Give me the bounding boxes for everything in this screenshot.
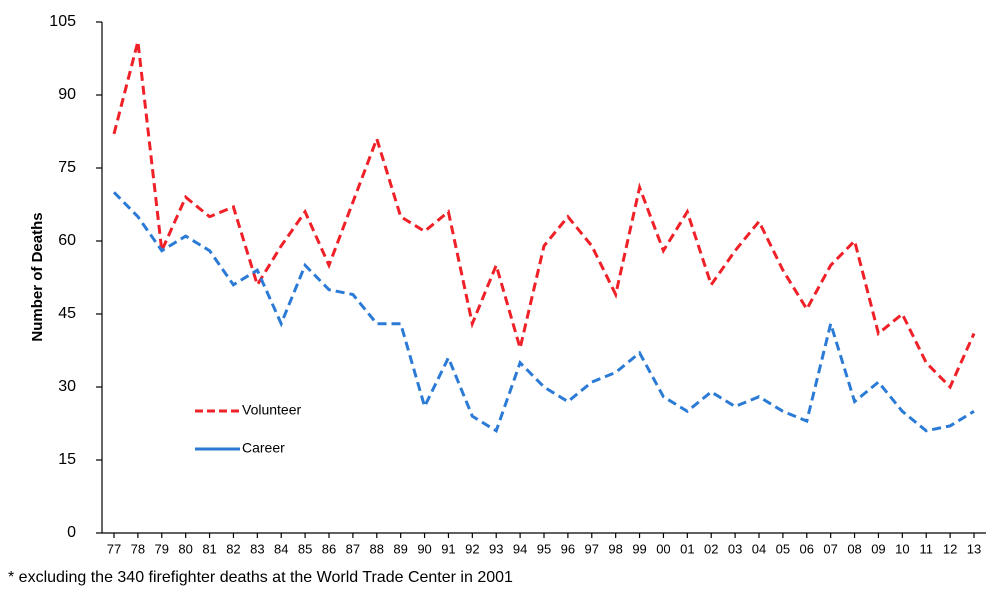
y-tick-label: 90 [58,86,76,103]
x-tick-label: 88 [370,541,384,556]
y-axis-label: Number of Deaths [29,212,46,341]
x-tick-label: 87 [346,541,360,556]
y-tick-label: 0 [67,524,76,541]
x-tick-label: 99 [632,541,646,556]
x-tick-label: 97 [585,541,599,556]
x-tick-label: 94 [513,541,527,556]
y-tick-label: 15 [58,451,76,468]
x-tick-label: 79 [155,541,169,556]
x-tick-label: 10 [895,541,909,556]
x-tick-label: 05 [776,541,790,556]
x-tick-label: 04 [752,541,766,556]
x-tick-label: 11 [919,541,933,556]
x-tick-label: 78 [131,541,145,556]
x-tick-label: 12 [943,541,957,556]
x-tick-label: 02 [704,541,718,556]
x-tick-label: 80 [178,541,192,556]
x-tick-label: 90 [417,541,431,556]
y-tick-label: 30 [58,378,76,395]
x-tick-label: 09 [871,541,885,556]
x-tick-label: 85 [298,541,312,556]
x-tick-label: 98 [608,541,622,556]
x-tick-label: 92 [465,541,479,556]
footnote: * excluding the 340 firefighter deaths a… [8,569,513,586]
y-tick-label: 60 [58,232,76,249]
line-series [112,191,975,434]
x-tick-label: 82 [226,541,240,556]
x-tick-label: 07 [823,541,837,556]
x-tick-label: 77 [107,541,121,556]
x-tick-label: 84 [274,541,288,556]
x-tick-label: 08 [847,541,861,556]
x-tick-label: 13 [967,541,981,556]
x-tick-label: 96 [561,541,575,556]
legend-label: Volunteer [242,402,301,418]
x-tick-label: 86 [322,541,336,556]
x-tick-label: 83 [250,541,264,556]
legend-label: Career [242,440,285,456]
x-tick-label: 01 [680,541,694,556]
x-tick-label: 00 [656,541,670,556]
y-tick-label: 105 [49,13,76,30]
y-tick-label: 45 [58,305,76,322]
x-tick-label: 89 [393,541,407,556]
x-tick-label: 93 [489,541,503,556]
x-tick-label: 81 [202,541,216,556]
line-series [112,41,976,390]
x-tick-label: 03 [728,541,742,556]
x-tick-label: 91 [441,541,455,556]
x-tick-label: 95 [537,541,551,556]
x-tick-label: 06 [800,541,814,556]
y-tick-label: 75 [58,159,76,176]
